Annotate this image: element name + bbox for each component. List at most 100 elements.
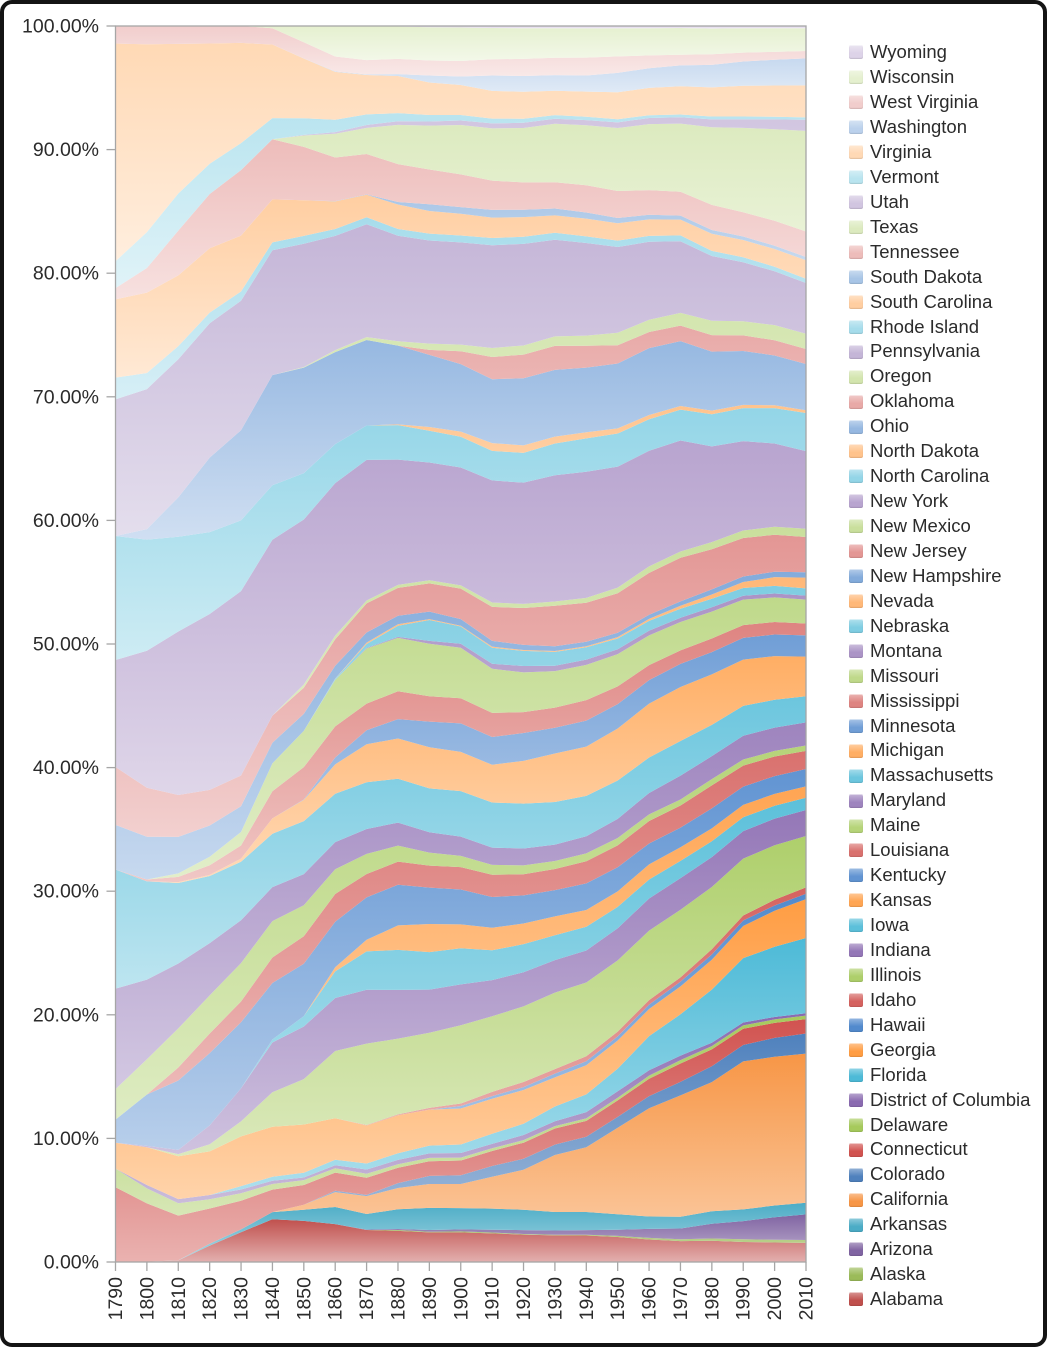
legend-item: Ohio bbox=[849, 414, 1039, 439]
legend-swatch bbox=[849, 843, 863, 858]
legend-swatch bbox=[849, 893, 863, 908]
legend-swatch bbox=[849, 993, 863, 1008]
legend-item: Nebraska bbox=[849, 614, 1039, 639]
x-axis-label: 1880 bbox=[387, 1277, 409, 1321]
legend-swatch bbox=[849, 195, 863, 210]
legend-label: New Mexico bbox=[870, 515, 971, 537]
legend-swatch bbox=[849, 918, 863, 933]
x-axis-label: 1890 bbox=[419, 1277, 441, 1321]
legend-item: Utah bbox=[849, 190, 1039, 215]
legend-item: Georgia bbox=[849, 1038, 1039, 1063]
legend-swatch bbox=[849, 1242, 863, 1257]
area-missouri bbox=[115, 597, 806, 880]
legend-label: Ohio bbox=[870, 415, 910, 437]
legend-swatch bbox=[849, 70, 863, 85]
legend-label: Pennsylvania bbox=[870, 340, 981, 362]
x-axis-label: 1990 bbox=[733, 1277, 755, 1321]
legend-swatch bbox=[849, 743, 863, 758]
legend-swatch bbox=[849, 768, 863, 783]
legend-label: Oklahoma bbox=[870, 390, 955, 412]
area-arkansas bbox=[115, 1202, 806, 1262]
legend-swatch bbox=[849, 1018, 863, 1033]
x-axis-label: 1850 bbox=[293, 1277, 315, 1321]
area-california bbox=[115, 1053, 806, 1262]
legend-item: Hawaii bbox=[849, 1013, 1039, 1038]
legend-item: Massachusetts bbox=[849, 763, 1039, 788]
legend-swatch bbox=[849, 220, 863, 235]
legend-label: California bbox=[870, 1188, 949, 1210]
legend-item: New Hampshire bbox=[849, 564, 1039, 589]
legend-item: Iowa bbox=[849, 913, 1039, 938]
area-new-hampshire bbox=[115, 571, 806, 880]
legend-label: New Jersey bbox=[870, 539, 967, 561]
legend-item: Louisiana bbox=[849, 838, 1039, 863]
legend-item: Michigan bbox=[849, 738, 1039, 763]
area-wisconsin bbox=[115, 26, 806, 61]
legend-label: Oregon bbox=[870, 365, 932, 387]
y-axis-label: 90.00% bbox=[33, 139, 99, 161]
legend-item: Indiana bbox=[849, 938, 1039, 963]
legend-item: Kentucky bbox=[849, 863, 1039, 888]
legend-swatch bbox=[849, 1267, 863, 1282]
legend-item: New Mexico bbox=[849, 514, 1039, 539]
legend-item: Arizona bbox=[849, 1237, 1039, 1262]
legend-label: Arizona bbox=[870, 1238, 933, 1260]
legend-swatch bbox=[849, 718, 863, 733]
legend-item: Alabama bbox=[849, 1287, 1039, 1312]
legend-label: Maine bbox=[870, 814, 921, 836]
legend-label: Vermont bbox=[870, 165, 939, 187]
legend-item: Florida bbox=[849, 1062, 1039, 1087]
legend-item: Tennessee bbox=[849, 240, 1039, 265]
legend-swatch bbox=[849, 968, 863, 983]
legend-item: Arkansas bbox=[849, 1212, 1039, 1237]
area-iowa bbox=[115, 797, 806, 1150]
legend-item: Delaware bbox=[849, 1112, 1039, 1137]
legend-item: Virginia bbox=[849, 140, 1039, 165]
legend-label: Massachusetts bbox=[870, 764, 994, 786]
legend-swatch bbox=[849, 319, 863, 334]
legend-label: District of Columbia bbox=[870, 1088, 1031, 1110]
legend-item: Idaho bbox=[849, 988, 1039, 1013]
y-axis-label: 50.00% bbox=[33, 634, 99, 656]
x-axis-label: 1840 bbox=[262, 1277, 284, 1321]
legend-swatch bbox=[849, 469, 863, 484]
legend-swatch bbox=[849, 544, 863, 559]
legend-swatch bbox=[849, 519, 863, 534]
x-axis-label: 1940 bbox=[576, 1277, 598, 1321]
y-axis-label: 60.00% bbox=[33, 510, 99, 532]
legend-item: Nevada bbox=[849, 589, 1039, 614]
legend-label: Washington bbox=[870, 116, 968, 138]
y-axis-label: 0.00% bbox=[44, 1252, 99, 1274]
y-axis-label: 10.00% bbox=[33, 1128, 99, 1150]
legend-item: Vermont bbox=[849, 165, 1039, 190]
legend-swatch bbox=[849, 244, 863, 259]
legend-swatch bbox=[849, 793, 863, 808]
legend-label: Utah bbox=[870, 190, 910, 212]
legend-item: South Dakota bbox=[849, 264, 1039, 289]
legend-label: South Carolina bbox=[870, 290, 993, 312]
legend: Wyoming Wisconsin West Virginia Washington V… bbox=[849, 40, 1039, 1312]
legend-swatch bbox=[849, 643, 863, 658]
area-mississippi bbox=[115, 622, 806, 883]
legend-item: West Virginia bbox=[849, 90, 1039, 115]
legend-swatch bbox=[849, 668, 863, 683]
legend-swatch bbox=[849, 1292, 863, 1307]
legend-swatch bbox=[849, 943, 863, 958]
area-kentucky bbox=[115, 769, 806, 1150]
legend-swatch bbox=[849, 95, 863, 110]
x-axis-label: 1830 bbox=[231, 1277, 253, 1321]
legend-item: Wyoming bbox=[849, 40, 1039, 65]
legend-item: North Dakota bbox=[849, 439, 1039, 464]
legend-label: Arkansas bbox=[870, 1213, 948, 1235]
legend-label: Indiana bbox=[870, 938, 931, 960]
area-maryland bbox=[115, 722, 806, 1090]
area-alabama bbox=[115, 1219, 806, 1262]
legend-swatch bbox=[849, 1142, 863, 1157]
legend-label: Nebraska bbox=[870, 614, 950, 636]
legend-item: Washington bbox=[849, 115, 1039, 140]
legend-label: Michigan bbox=[870, 739, 945, 761]
legend-swatch bbox=[849, 269, 863, 284]
x-axis-label: 1910 bbox=[482, 1277, 504, 1321]
